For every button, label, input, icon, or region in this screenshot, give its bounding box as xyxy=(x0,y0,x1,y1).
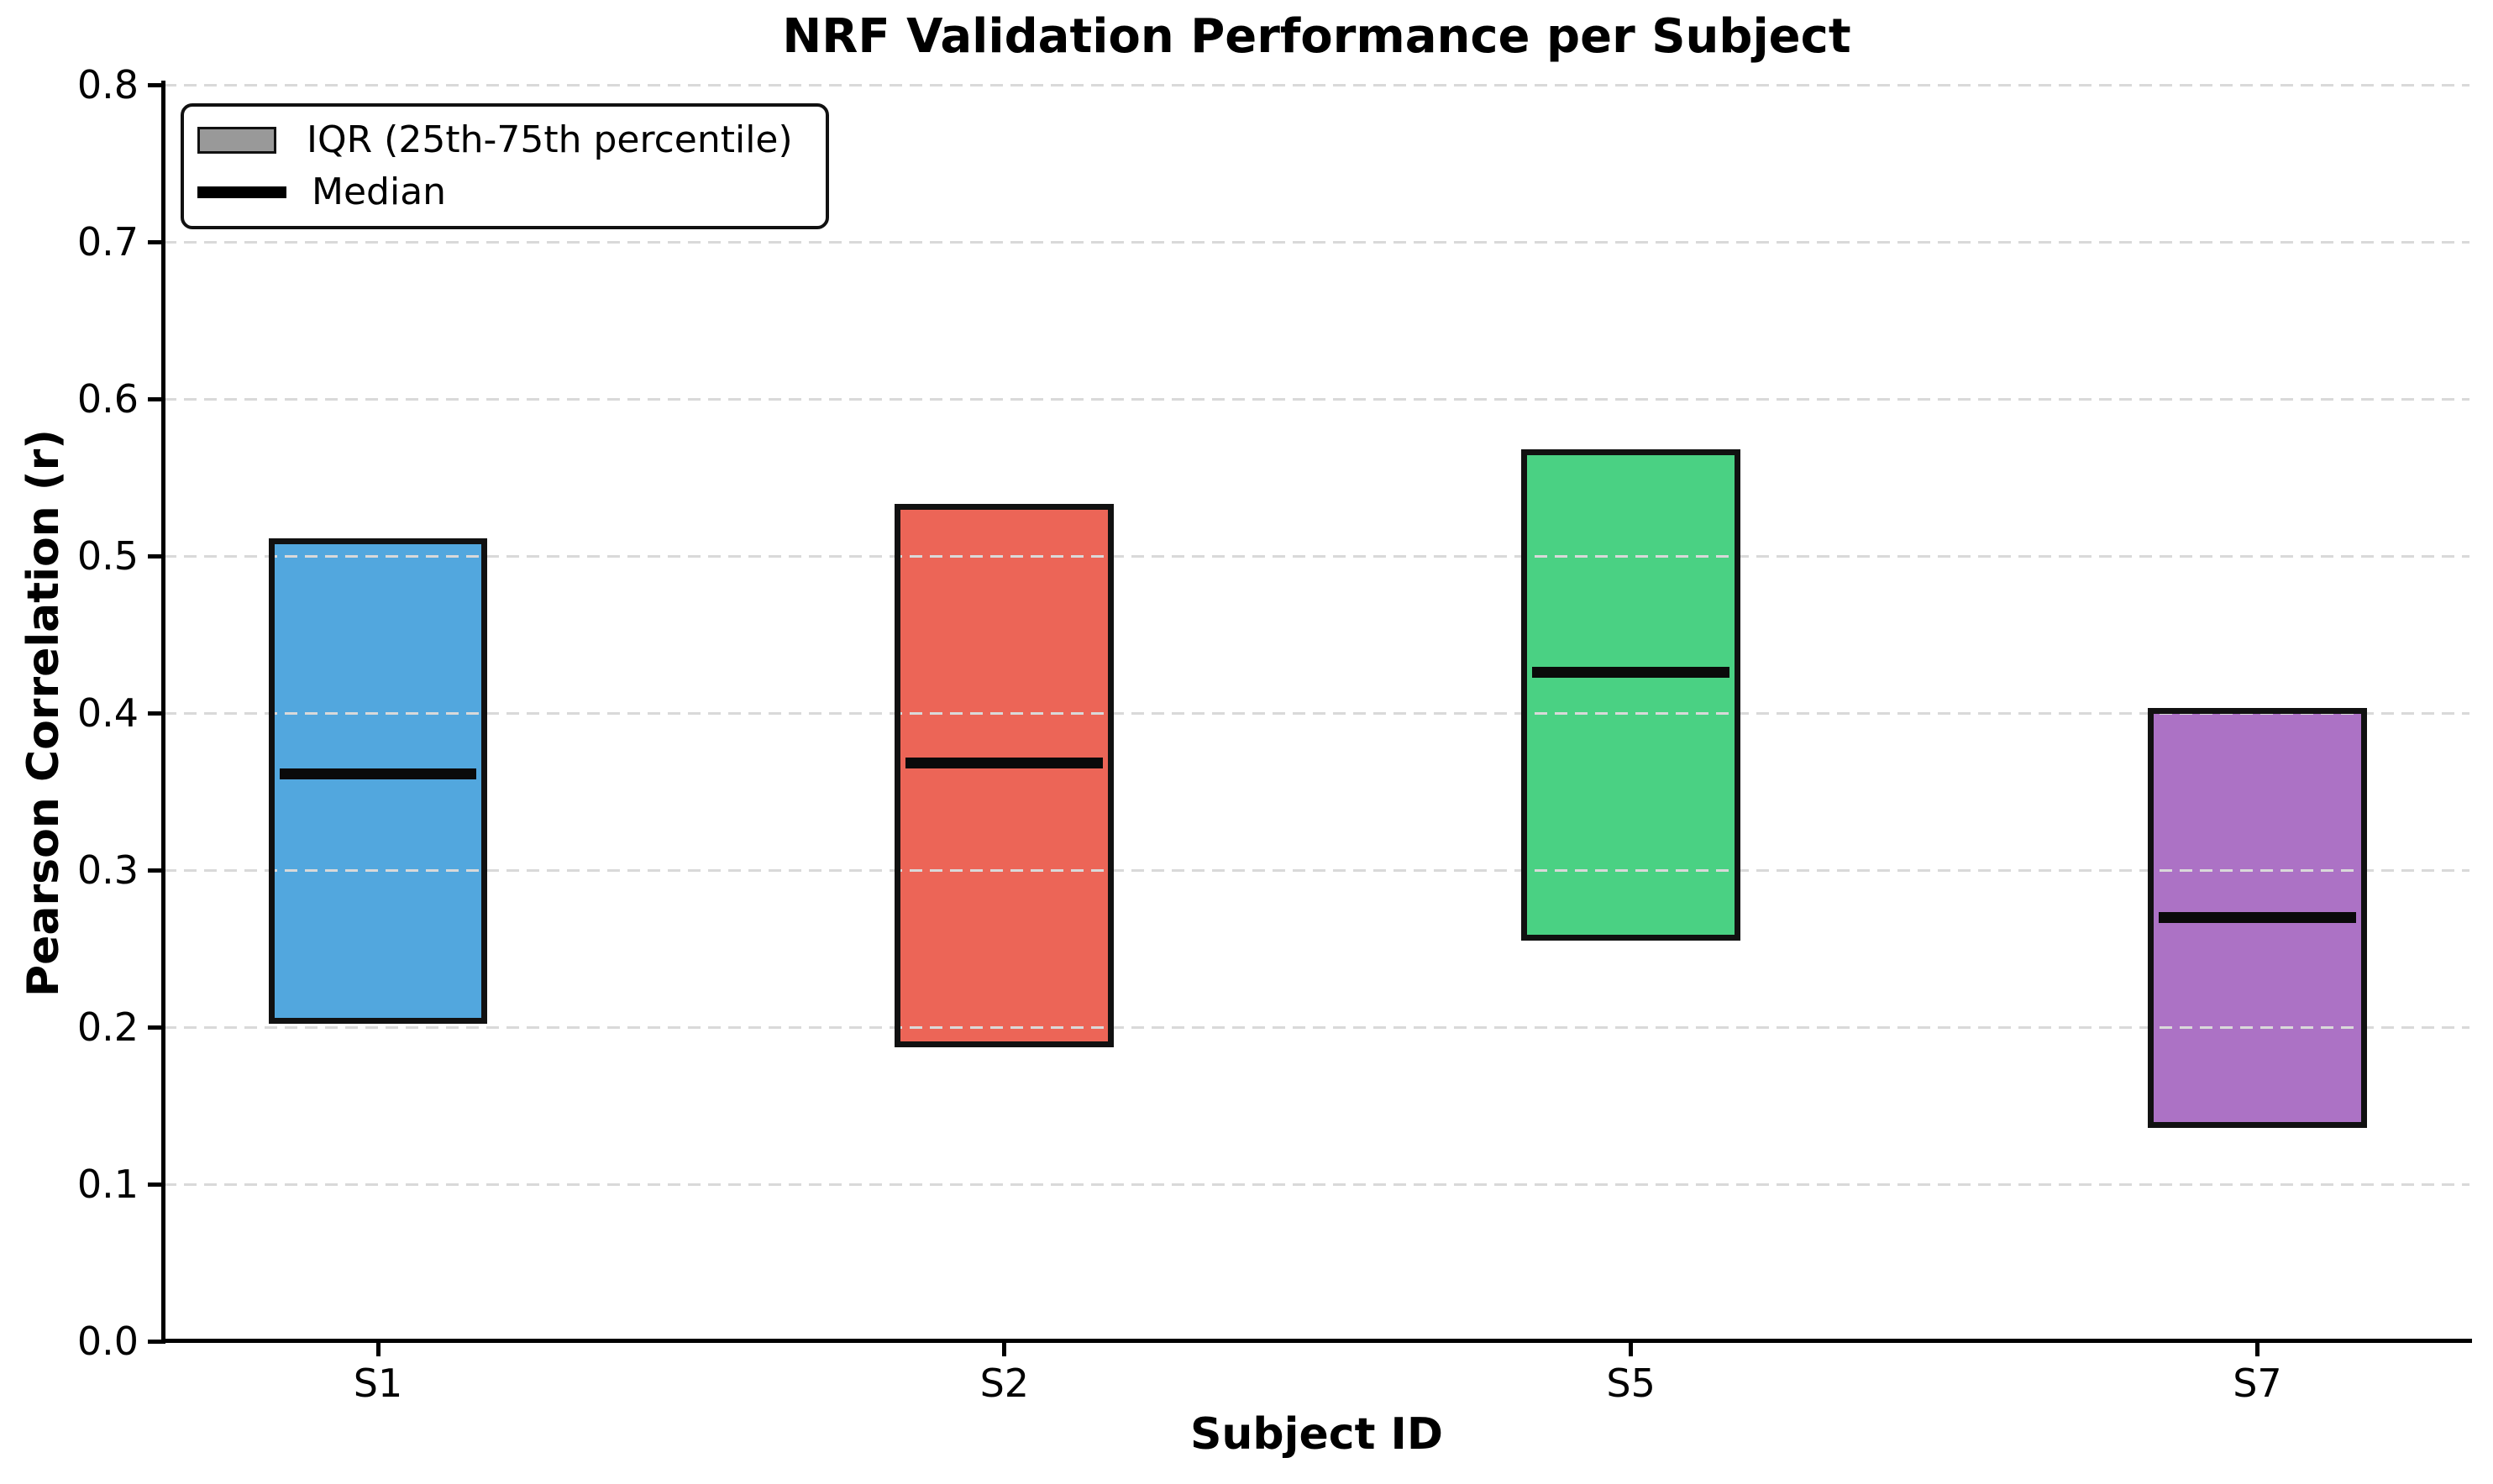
y-tick-label-0.2: 0.2 xyxy=(76,1004,139,1050)
y-tick-label-0.0: 0.0 xyxy=(76,1319,139,1364)
y-tick-0.6 xyxy=(148,396,164,401)
gridline-y-0.8 xyxy=(164,83,2469,87)
y-tick-0.3 xyxy=(148,868,164,873)
y-tick-0.1 xyxy=(148,1182,164,1187)
x-tick-label-S1: S1 xyxy=(353,1361,403,1406)
y-tick-0.0 xyxy=(148,1339,164,1344)
gridline-y-0.2 xyxy=(164,1025,2469,1029)
x-tick-label-S2: S2 xyxy=(979,1361,1030,1406)
chart-title: NRF Validation Performance per Subject xyxy=(782,9,1851,64)
gridline-y-0.5 xyxy=(164,554,2469,558)
y-tick-0.8 xyxy=(148,82,164,87)
x-tick-label-S7: S7 xyxy=(2233,1361,2282,1406)
x-tick-label-S5: S5 xyxy=(1606,1361,1656,1406)
iqr-box-border-S7 xyxy=(2148,708,2367,1128)
plot-area xyxy=(164,83,2469,1341)
gridline-y-0.3 xyxy=(164,868,2469,872)
y-tick-label-0.6: 0.6 xyxy=(76,376,139,422)
gridline-y-0.1 xyxy=(164,1182,2469,1186)
median-swatch-icon xyxy=(197,186,286,198)
gridline-y-0.6 xyxy=(164,397,2469,401)
y-tick-label-0.1: 0.1 xyxy=(76,1162,139,1207)
legend-item-median: Median xyxy=(184,170,826,214)
x-tick-S2 xyxy=(1002,1343,1007,1356)
iqr-box-border-S1 xyxy=(268,538,488,1025)
y-tick-label-0.3: 0.3 xyxy=(76,847,139,893)
legend: IQR (25th-75th percentile) Median xyxy=(181,103,829,229)
median-line-S2 xyxy=(905,758,1104,769)
legend-median-label: Median xyxy=(312,170,447,213)
iqr-box-border-S5 xyxy=(1521,448,1741,941)
iqr-box-border-S2 xyxy=(895,504,1115,1048)
iqr-box-fill-S1 xyxy=(268,538,488,1025)
legend-item-iqr: IQR (25th-75th percentile) xyxy=(184,118,826,162)
y-tick-label-0.4: 0.4 xyxy=(76,690,139,736)
y-tick-0.4 xyxy=(148,711,164,716)
median-line-S5 xyxy=(1532,666,1730,678)
median-line-S1 xyxy=(279,768,477,780)
iqr-box-fill-S5 xyxy=(1521,448,1741,941)
y-tick-label-0.8: 0.8 xyxy=(76,62,139,107)
gridline-y-0.7 xyxy=(164,240,2469,244)
y-tick-0.7 xyxy=(148,239,164,244)
y-tick-0.2 xyxy=(148,1025,164,1030)
y-tick-0.5 xyxy=(148,553,164,558)
y-tick-label-0.7: 0.7 xyxy=(76,219,139,265)
gridline-y-0.4 xyxy=(164,711,2469,715)
iqr-swatch-icon xyxy=(197,127,276,154)
x-tick-S1 xyxy=(375,1343,381,1356)
x-tick-S7 xyxy=(2254,1343,2259,1356)
y-tick-label-0.5: 0.5 xyxy=(76,533,139,579)
legend-iqr-label: IQR (25th-75th percentile) xyxy=(307,118,793,161)
median-line-S7 xyxy=(2159,911,2356,923)
x-axis-label: Subject ID xyxy=(1189,1409,1444,1460)
x-axis-spine xyxy=(161,1339,2472,1343)
iqr-box-fill-S2 xyxy=(895,504,1115,1048)
x-tick-S5 xyxy=(1629,1343,1634,1356)
